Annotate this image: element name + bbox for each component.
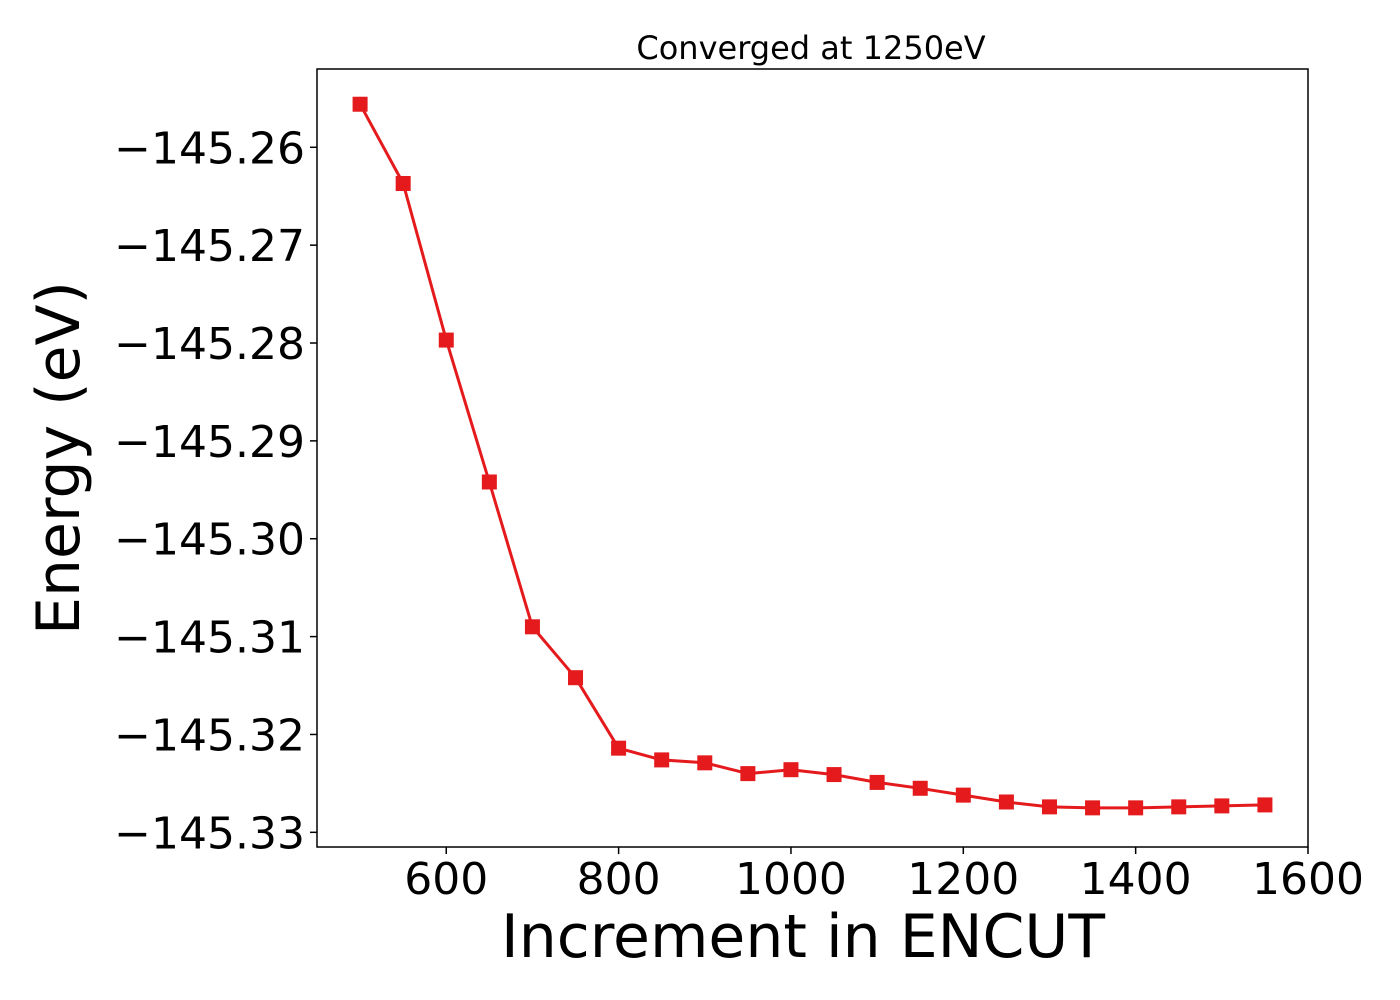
y-tick-label: −145.28 [114,319,305,370]
x-tick-label: 800 [577,854,661,905]
data-point-marker [697,755,713,771]
data-point-marker [1257,797,1273,813]
y-axis-label: Energy (eV) [24,281,94,635]
data-point-marker [481,474,497,490]
data-point-marker [524,619,540,635]
data-point-marker [998,794,1014,810]
data-point-marker [1128,800,1144,816]
data-point-marker [611,740,627,756]
x-tick-label: 1400 [1080,854,1192,905]
data-point-marker [912,780,928,796]
data-point-marker [1171,799,1187,815]
chart-title: Converged at 1250eV [636,29,985,67]
y-tick-label: −145.30 [114,515,305,566]
data-point-marker [740,766,756,782]
y-tick-label: −145.26 [114,123,305,174]
series-line [358,103,1265,810]
data-point-marker [1214,798,1230,814]
data-point-marker [395,175,411,191]
x-axis-label: Increment in ENCUT [501,902,1105,972]
y-tick-label: −145.31 [114,613,305,664]
data-point-marker [1041,799,1057,815]
x-tick-label: 1600 [1252,854,1364,905]
y-tick-label: −145.29 [114,417,305,468]
axes-frame [316,68,1309,848]
data-point-marker [955,787,971,803]
y-tick-label: −145.32 [114,710,305,761]
y-tick-label: −145.33 [114,808,305,859]
x-tick-label: 1200 [907,854,1019,905]
data-point-marker [568,670,584,686]
x-tick-label: 600 [404,854,488,905]
data-point-marker [1085,800,1101,816]
data-point-marker [826,767,842,783]
data-point-marker [783,762,799,778]
data-point-marker [438,332,454,348]
data-point-marker [869,774,885,790]
plot-area: 600 800 1000 1200 1400 1600 −145.26 −145.27 −145… [114,68,1364,905]
x-tick-label: 1000 [735,854,847,905]
data-point-marker [352,96,368,112]
data-point-marker [654,752,670,768]
y-tick-label: −145.27 [114,221,305,272]
